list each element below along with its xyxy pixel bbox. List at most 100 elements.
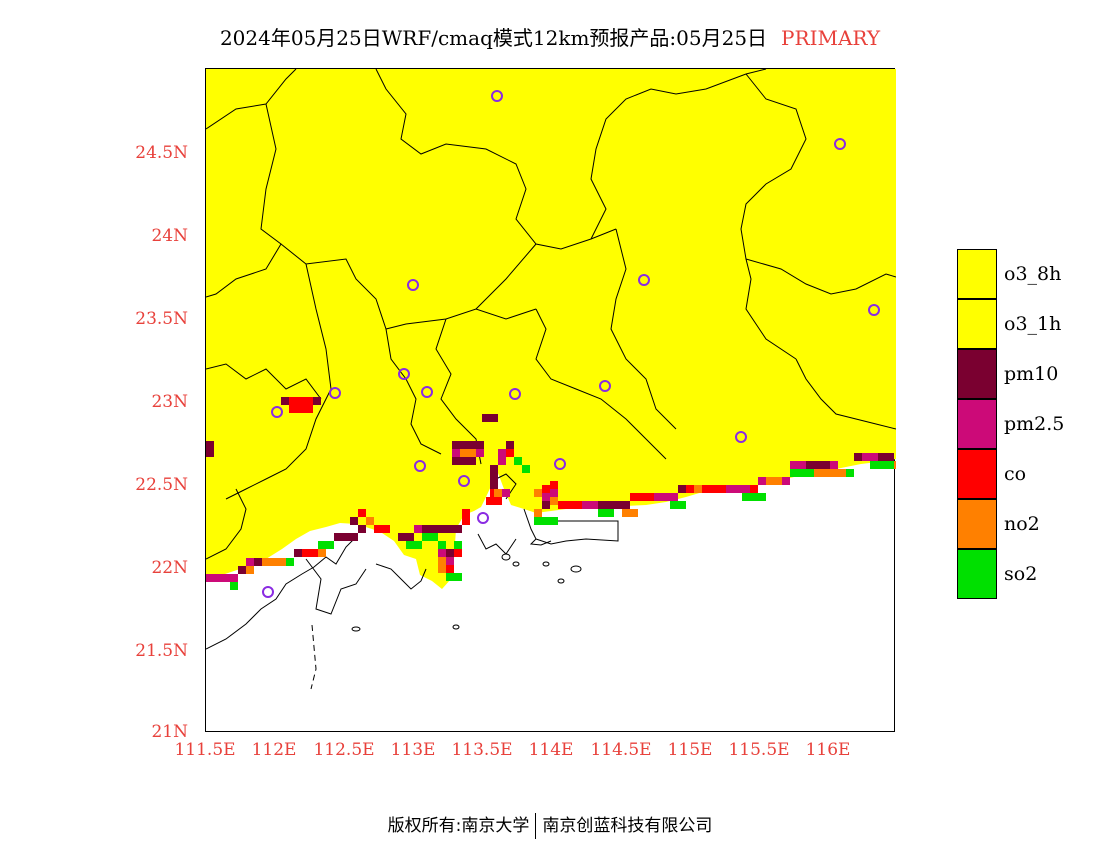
legend-swatch [957,349,997,399]
pollutant-cell [630,493,638,501]
pollutant-cell [446,525,454,533]
pollutant-cell [790,469,798,477]
pollutant-cell [422,533,430,541]
pollutant-cell [758,493,766,501]
pollutant-cell [758,477,766,485]
pollutant-cell [894,461,896,469]
pollutant-cell [302,549,310,557]
copyright-footer: 版权所有:南京大学 南京创蓝科技有限公司 [0,811,1100,839]
pollutant-cell [870,461,878,469]
station-marker [735,431,747,443]
pollutant-cell [422,525,430,533]
y-tick-label: 24N [151,226,188,246]
pollutant-cell [830,461,838,469]
pollutant-cell [214,574,222,582]
pollutant-cell [654,493,662,501]
pollutant-cell [414,525,422,533]
pollutant-cell [670,501,678,509]
pollutant-cell [398,533,406,541]
pollutant-cell [460,449,468,457]
pollutant-cell [490,414,498,422]
district-boundaries [206,69,896,560]
pollutant-cell [514,457,522,465]
pollutant-cell [206,441,214,449]
pollutant-cell [222,574,230,582]
pollutant-cell [446,557,454,565]
pollutant-cell [486,497,494,505]
y-tick-label: 22N [151,558,188,578]
pollutant-cell [498,449,506,457]
y-tick-label: 22.5N [135,475,188,495]
pollutant-cell [566,501,574,509]
pollutant-cell [542,485,550,493]
pollutant-cell [854,453,862,461]
pollutant-cell [206,449,214,457]
pollutant-cell [468,457,476,465]
legend-label: o3_8h [1004,263,1062,285]
pollutant-cell [446,565,454,573]
x-tick-label: 114E [528,740,574,760]
station-marker [868,304,880,316]
station-marker [271,406,283,418]
pollutant-cell [342,533,350,541]
pollutant-cell [646,493,654,501]
legend-label: pm2.5 [1004,413,1065,435]
station-marker [398,368,410,380]
pollutant-cell [358,525,366,533]
pollutant-cell [454,549,462,557]
legend-label: so2 [1004,563,1038,585]
legend-label: pm10 [1004,363,1059,385]
pollutant-cell [742,485,750,493]
legend-label: no2 [1004,513,1040,535]
pollutant-cell [281,397,289,405]
pollutant-cell [430,525,438,533]
y-tick-label: 24.5N [135,143,188,163]
pollutant-cell [468,441,476,449]
x-tick-label: 116E [805,740,851,760]
coastline-islands [206,473,619,690]
pollutant-cell [678,485,686,493]
pollutant-cell [318,549,326,557]
station-marker [262,586,274,598]
pollutant-cell [318,541,326,549]
pollutant-cell [230,582,238,590]
pollutant-cell [438,525,446,533]
title-main: 2024年05月25日WRF/cmaq模式12km预报产品:05月25日 [219,26,768,50]
pollutant-cell [305,405,313,413]
pollutant-cell [294,549,302,557]
pollutant-cell [438,557,446,565]
station-marker [554,458,566,470]
pollutant-cell [206,574,214,582]
pollutant-cell [476,441,484,449]
pollutant-cell [438,565,446,573]
pollutant-cell [262,558,270,566]
pollutant-cell [286,558,294,566]
pollutant-cell [310,549,318,557]
y-tick-label: 21N [151,722,188,742]
x-tick-label: 113.5E [451,740,513,760]
pollutant-cell [289,397,297,405]
pollutant-cell [606,501,614,509]
pollutant-cell [886,453,894,461]
pollutant-cell [446,573,454,581]
x-tick-label: 115E [667,740,713,760]
pollutant-cell [414,541,422,549]
land-area [206,69,896,589]
pollutant-cell [750,493,758,501]
footer-right: 南京创蓝科技有限公司 [542,816,713,836]
pollutant-cell [814,461,822,469]
pollutant-cell [482,414,490,422]
pollutant-cell [878,461,886,469]
y-tick-label: 23N [151,392,188,412]
pollutant-cell [438,541,446,549]
station-markers [262,90,880,598]
pollutant-cell [542,517,550,525]
pollutant-cell [454,541,462,549]
pollutant-cell [460,457,468,465]
pollutant-cell [438,549,446,557]
pollutant-cell [814,469,822,477]
pollutant-cell [374,525,382,533]
pollutant-cell [806,461,814,469]
pollutant-cell [476,449,484,457]
pollutant-cell [522,465,530,473]
